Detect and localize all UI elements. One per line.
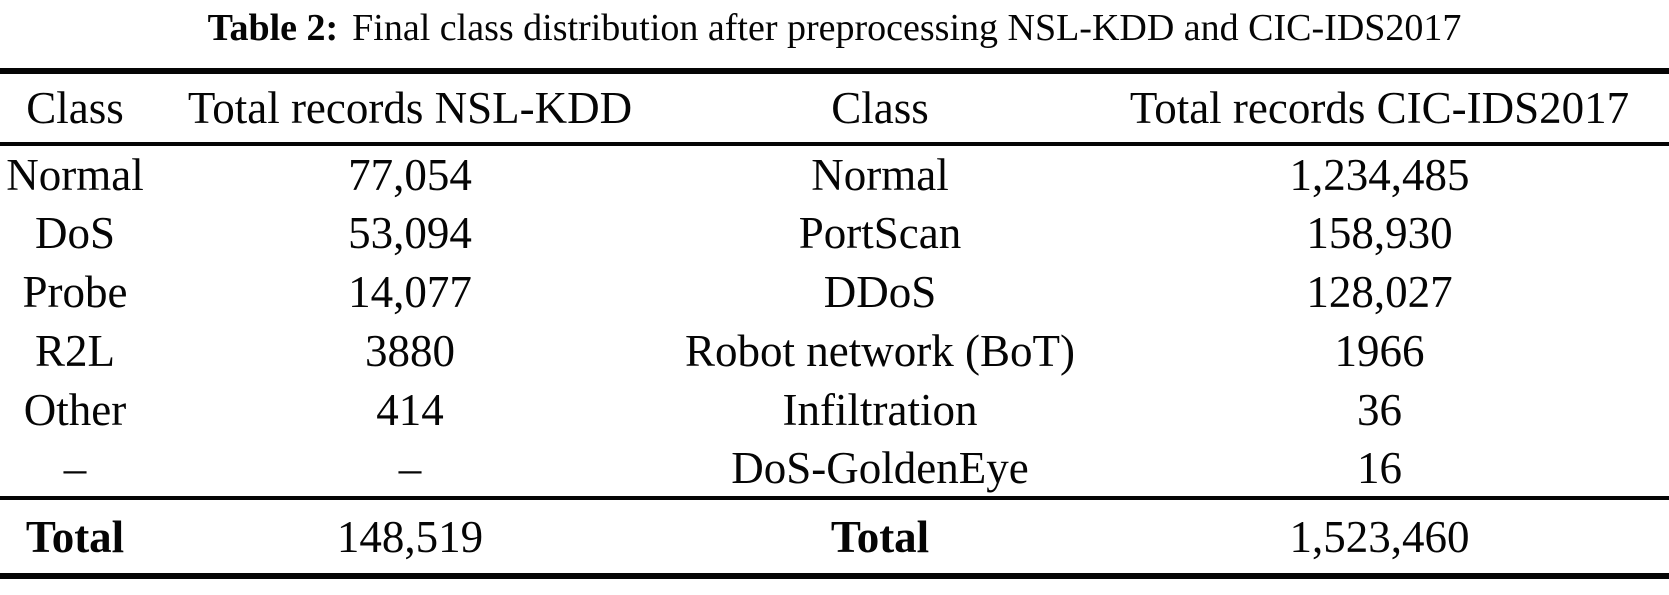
cell-records-cicids: 1966	[1334, 325, 1425, 376]
col-header-records-nslkdd: Total records NSL-KDD	[150, 71, 670, 146]
cell-class-cicids: Normal	[811, 149, 949, 200]
cell-records-cicids: 16	[1357, 442, 1402, 493]
cell-class-nslkdd: Probe	[22, 266, 128, 317]
cell-records-cicids: 36	[1357, 384, 1402, 435]
cell-class-nslkdd: –	[63, 442, 87, 493]
table-caption: Table 2: Final class distribution after p…	[0, 2, 1669, 54]
cell-records-cicids: 128,027	[1306, 266, 1453, 317]
cell-class-nslkdd: Normal	[6, 149, 144, 200]
table-caption-label: Table 2:	[207, 7, 339, 49]
cell-records-nslkdd: 3880	[365, 325, 455, 376]
cell-records-nslkdd: 53,094	[348, 207, 472, 258]
cell-records-nslkdd: 14,077	[348, 266, 472, 317]
table-row: R2L 3880 Robot network (BoT) 1966	[0, 321, 1669, 380]
total-records-nslkdd: 148,519	[150, 496, 670, 576]
total-label-nslkdd: Total	[0, 496, 150, 576]
class-distribution-table: Class Total records NSL-KDD Class Total …	[0, 68, 1669, 579]
cell-class-cicids: DoS-GoldenEye	[731, 442, 1029, 493]
cell-records-cicids: 158,930	[1306, 207, 1453, 258]
cell-records-cicids: 1,234,485	[1289, 149, 1470, 200]
header-row: Class Total records NSL-KDD Class Total …	[0, 71, 1669, 146]
cell-records-nslkdd: 414	[376, 384, 444, 435]
total-row: Total 148,519 Total 1,523,460	[0, 496, 1669, 576]
total-records-cicids: 1,523,460	[1090, 496, 1669, 576]
table-row: Normal 77,054 Normal 1,234,485	[0, 144, 1669, 203]
cell-class-nslkdd: R2L	[34, 325, 115, 376]
cell-class-cicids: PortScan	[798, 207, 962, 258]
cell-records-nslkdd: 77,054	[348, 149, 472, 200]
cell-class-cicids: Robot network (BoT)	[685, 325, 1075, 376]
table-row: Probe 14,077 DDoS 128,027	[0, 262, 1669, 321]
col-header-class-cicids: Class	[670, 71, 1090, 146]
total-label-cicids: Total	[670, 496, 1090, 576]
cell-class-nslkdd: DoS	[34, 207, 116, 258]
cell-class-nslkdd: Other	[23, 384, 127, 435]
table-row: – – DoS-GoldenEye 16	[0, 439, 1669, 498]
table-row: Other 414 Infiltration 36	[0, 380, 1669, 439]
cell-class-cicids: Infiltration	[782, 384, 978, 435]
table-row: DoS 53,094 PortScan 158,930	[0, 203, 1669, 262]
table-caption-text: Final class distribution after preproces…	[352, 7, 1462, 49]
col-header-records-cicids: Total records CIC-IDS2017	[1090, 71, 1669, 146]
col-header-class-nslkdd: Class	[0, 71, 150, 146]
cell-class-cicids: DDoS	[823, 266, 937, 317]
cell-records-nslkdd: –	[398, 442, 422, 493]
